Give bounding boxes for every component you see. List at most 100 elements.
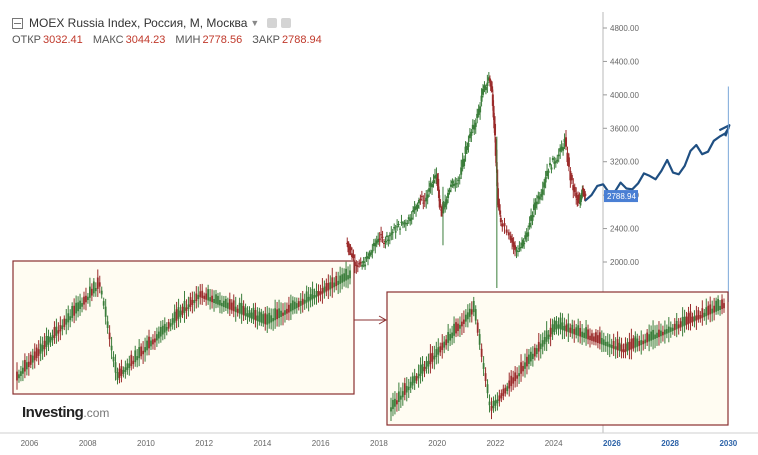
inset-candle-body (636, 338, 639, 347)
inset-candle-body (191, 299, 194, 305)
chevron-down-icon[interactable]: ▼ (250, 18, 260, 28)
y-tick-label: 2000.00 (610, 258, 639, 267)
inset-candle-body (569, 327, 572, 333)
candle-body (385, 235, 388, 238)
candle-body (487, 77, 490, 81)
inset-candle-body (581, 331, 584, 338)
inset-candle-body (256, 315, 259, 322)
inset-candle-body (691, 316, 694, 323)
inset-candle-body (303, 299, 306, 304)
close-icon[interactable] (281, 18, 292, 28)
inset-candle-body (63, 318, 66, 327)
candle-body (491, 94, 494, 106)
inset-candle-body (209, 297, 212, 302)
inset-candle-body (278, 308, 280, 319)
candle-body (433, 175, 436, 179)
inset-candle-body (343, 273, 345, 282)
inset-candle-body (286, 308, 288, 314)
inset-candle-body (598, 332, 601, 344)
inset-candle-body (201, 290, 204, 299)
inset-candle-body (693, 316, 696, 322)
inset-candle-body (98, 282, 101, 287)
low-label: МИН (175, 34, 201, 46)
candle-body (572, 185, 575, 191)
inset-candle-body (394, 398, 396, 407)
candle-body (347, 248, 350, 250)
candle-body (447, 192, 450, 199)
candle-body (566, 152, 569, 163)
inset-candle-body (585, 327, 587, 339)
inset-candle-body (240, 303, 243, 315)
inset-candle-body (508, 380, 511, 389)
candle-body (423, 200, 426, 202)
candle-body (374, 243, 377, 247)
candle-body (567, 157, 570, 167)
inset-candle-body (632, 338, 635, 349)
inset-candle-body (75, 302, 78, 314)
inset-candle-body (110, 345, 113, 351)
inset-candle-body (217, 295, 219, 305)
candle-body (492, 105, 495, 118)
inset-candle-body (646, 332, 649, 343)
inset-candle-body (392, 399, 394, 410)
inset-candle-body (20, 371, 22, 376)
inset-candle-body (396, 400, 398, 405)
inset-candle-body (600, 337, 603, 345)
inset-candle-body (520, 362, 522, 374)
inset-candle-body (207, 289, 210, 301)
candle-body (579, 197, 582, 202)
inset-candle-body (683, 316, 686, 326)
inset-candle-body (250, 312, 253, 319)
inset-candle-body (541, 340, 544, 347)
candle-body (569, 170, 572, 181)
candle-body (511, 238, 514, 243)
candle-body (346, 242, 349, 245)
inset-candle-body (18, 374, 20, 379)
candle-body (473, 125, 476, 130)
inset-candle-body (549, 327, 552, 337)
candle-body (584, 193, 587, 196)
inset-candle-body (213, 299, 215, 303)
inset-candle-body (25, 362, 28, 370)
inset-candle-body (445, 339, 448, 346)
inset-candle-body (45, 335, 48, 347)
inset-candle-body (593, 336, 595, 342)
inset-candle-body (486, 384, 489, 394)
inset-candle-body (31, 355, 34, 363)
x-tick-label: 2006 (21, 439, 39, 448)
candle-body (541, 189, 544, 195)
candle-body (384, 240, 387, 243)
collapse-icon[interactable] (12, 17, 23, 29)
candle-body (406, 222, 409, 224)
x-tick-label: 2018 (370, 439, 388, 448)
close-label: ЗАКР (252, 34, 280, 46)
high-label: МАКС (92, 34, 124, 46)
inset-candle-body (606, 341, 609, 347)
candle-body (550, 167, 553, 170)
inset-candle-body (189, 297, 192, 307)
inset-candle-body (494, 400, 497, 406)
inset-candle-body (106, 321, 109, 328)
inset-candle-body (108, 332, 111, 340)
inset-candle-body (533, 347, 536, 357)
inset-candle-body (595, 332, 597, 343)
candle-body (562, 147, 565, 151)
candle-body (479, 106, 482, 113)
inset-candle-body (173, 311, 176, 323)
settings-icon[interactable] (267, 18, 278, 28)
inset-candle-body (620, 344, 623, 352)
inset-candle-body (463, 319, 465, 324)
inset-candle-body (441, 342, 444, 350)
inset-candle-body (587, 329, 589, 340)
candle-body (484, 86, 487, 91)
candle-body (380, 234, 383, 236)
inset-candle-body (665, 329, 668, 334)
candle-body (449, 184, 452, 187)
inset-candle-body (81, 303, 83, 307)
candle-body (383, 243, 386, 245)
inset-candle-body (57, 330, 60, 334)
inset-candle-body (583, 332, 586, 338)
inset-candle-body (325, 283, 328, 292)
inset-candle-body (721, 299, 723, 310)
